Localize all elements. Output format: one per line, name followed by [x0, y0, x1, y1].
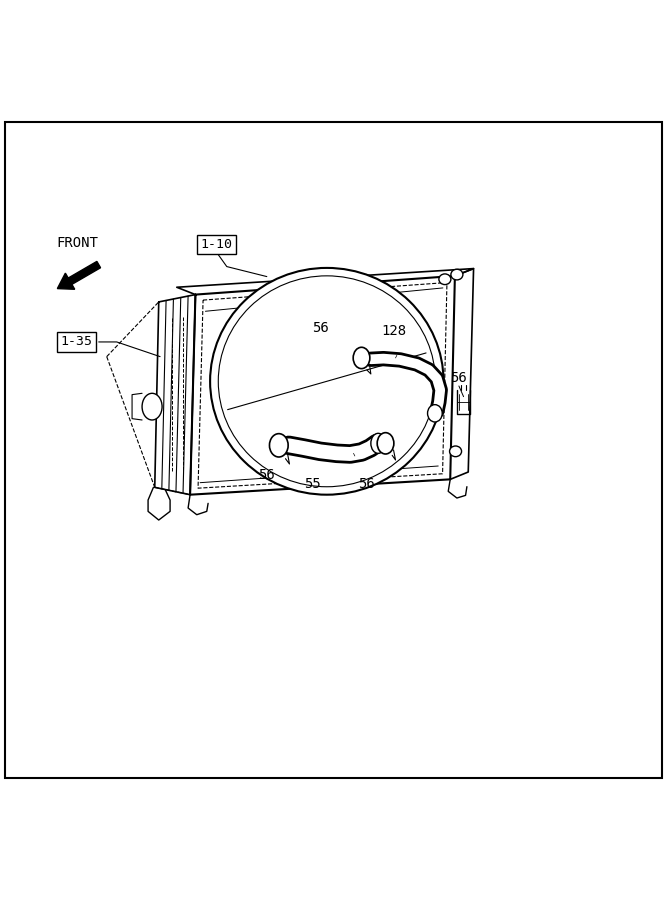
Ellipse shape — [377, 433, 394, 454]
Text: 56: 56 — [358, 477, 376, 490]
Ellipse shape — [354, 347, 370, 369]
Ellipse shape — [371, 433, 386, 454]
Text: 1-35: 1-35 — [61, 336, 93, 348]
Ellipse shape — [451, 269, 463, 280]
Text: 56: 56 — [450, 371, 468, 384]
Ellipse shape — [450, 446, 462, 456]
Ellipse shape — [439, 274, 451, 284]
Ellipse shape — [210, 268, 444, 495]
Text: 56: 56 — [311, 321, 329, 336]
Text: 56: 56 — [258, 468, 275, 482]
FancyArrow shape — [57, 261, 101, 289]
Ellipse shape — [142, 393, 162, 420]
Text: 1-10: 1-10 — [201, 238, 233, 251]
Ellipse shape — [218, 275, 436, 487]
Text: FRONT: FRONT — [57, 236, 99, 250]
Ellipse shape — [269, 434, 288, 457]
Ellipse shape — [428, 405, 442, 422]
Text: 128: 128 — [382, 324, 407, 338]
Text: 55: 55 — [303, 477, 321, 490]
